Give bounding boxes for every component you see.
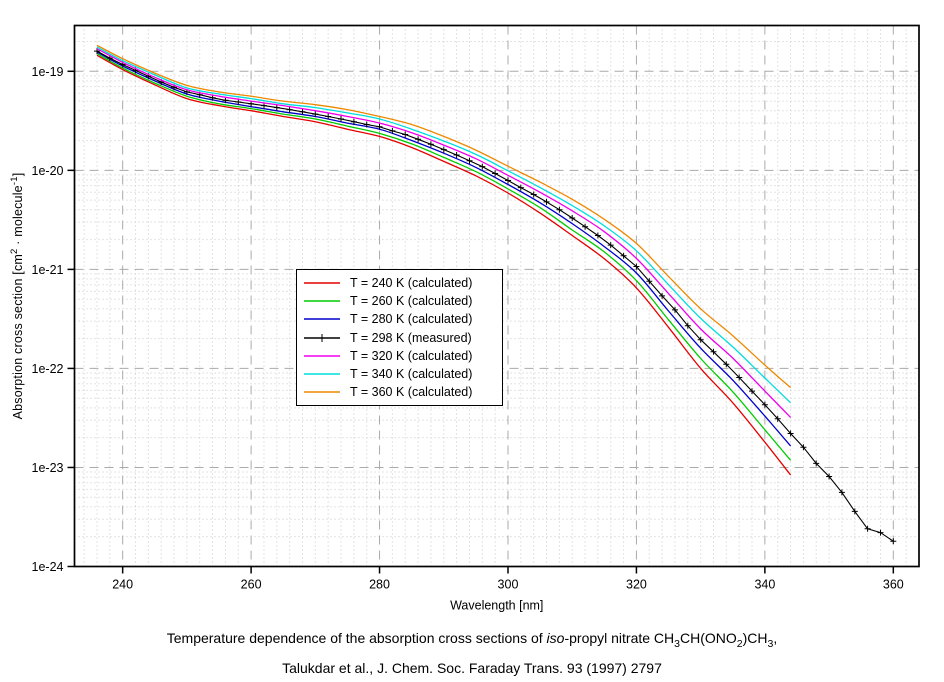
y-tick-label: 1e-22 bbox=[32, 362, 64, 376]
text-segment: )CH bbox=[742, 630, 768, 646]
text-segment: · molecule bbox=[11, 185, 25, 249]
legend-item-280K: T = 280 K (calculated) bbox=[303, 310, 502, 328]
series-lines bbox=[94, 44, 897, 545]
y-tick-label: 1e-20 bbox=[32, 164, 64, 178]
axis-tick-labels: 240 260 280 300 320 340 360 1e-19 1e-20 1e-21 1e-2… bbox=[32, 65, 904, 613]
legend-item-360K: T = 360 K (calculated) bbox=[303, 383, 502, 401]
text-segment: 2 bbox=[736, 638, 743, 650]
series-320K-line bbox=[96, 48, 792, 418]
y-axis-title: Absorption cross section [cm2 · molecule… bbox=[9, 173, 25, 420]
legend-item-320K: T = 320 K (calculated) bbox=[303, 347, 502, 365]
x-tick-label: 320 bbox=[626, 578, 647, 592]
legend-item-298K: T = 298 K (measured) bbox=[303, 329, 502, 347]
caption-line-1: Temperature dependence of the absorption… bbox=[0, 626, 944, 656]
minor-gridlines bbox=[74, 25, 919, 567]
text-segment: iso bbox=[546, 630, 565, 646]
plot-border bbox=[73, 24, 920, 568]
text-segment: Temperature dependence of the absorption… bbox=[166, 630, 547, 646]
legend-line-sample bbox=[304, 300, 340, 302]
legend-line-sample bbox=[304, 355, 340, 357]
text-segment: ] bbox=[11, 172, 25, 177]
figure-caption: Temperature dependence of the absorption… bbox=[0, 626, 944, 680]
text-segment: 3 bbox=[674, 638, 680, 650]
legend-line-sample bbox=[304, 391, 340, 393]
axes bbox=[67, 24, 920, 574]
y-tick-label: 1e-21 bbox=[32, 263, 64, 277]
y-tick-label: 1e-24 bbox=[32, 560, 64, 574]
series-298K-markers bbox=[94, 48, 897, 545]
x-tick-label: 280 bbox=[369, 578, 390, 592]
x-tick-label: 340 bbox=[754, 578, 775, 592]
legend-item-240K: T = 240 K (calculated) bbox=[303, 274, 502, 292]
x-tick-label: 360 bbox=[883, 578, 904, 592]
series-240K-line bbox=[96, 54, 792, 476]
legend-label: T = 240 K (calculated) bbox=[350, 276, 473, 291]
series-360K-line bbox=[96, 44, 792, 389]
x-tick-label: 300 bbox=[498, 578, 519, 592]
legend-item-340K: T = 340 K (calculated) bbox=[303, 365, 502, 383]
x-tick-label: 260 bbox=[241, 578, 262, 592]
text-segment: 2 bbox=[9, 248, 20, 254]
y-tick-label: 1e-19 bbox=[32, 65, 64, 79]
caption-line-2: Talukdar et al., J. Chem. Soc. Faraday T… bbox=[282, 660, 662, 676]
legend-line-sample bbox=[304, 282, 340, 284]
text-segment: -1 bbox=[9, 176, 20, 186]
text-segment: , bbox=[773, 630, 778, 646]
legend-label: T = 298 K (measured) bbox=[350, 330, 472, 345]
legend-line-sample bbox=[304, 373, 340, 375]
series-340K-line bbox=[96, 46, 792, 404]
series-280K-line bbox=[96, 51, 792, 447]
y-tick-label: 1e-23 bbox=[32, 461, 64, 475]
text-segment: -propyl nitrate CH bbox=[564, 630, 675, 646]
text-segment: Absorption cross section [cm bbox=[11, 253, 25, 420]
text-segment: CH(ONO bbox=[680, 630, 737, 646]
legend-item-260K: T = 260 K (calculated) bbox=[303, 292, 502, 310]
series-260K-line bbox=[96, 53, 792, 461]
chart-legend: T = 240 K (calculated) T = 260 K (calcula… bbox=[296, 269, 503, 407]
legend-label: T = 340 K (calculated) bbox=[350, 367, 473, 382]
legend-label: T = 280 K (calculated) bbox=[350, 312, 473, 327]
legend-label: T = 260 K (calculated) bbox=[350, 294, 473, 309]
legend-label: T = 360 K (calculated) bbox=[350, 385, 473, 400]
legend-line-sample bbox=[304, 333, 340, 342]
x-axis-title: Wavelength [nm] bbox=[450, 599, 543, 613]
text-segment: 3 bbox=[767, 638, 774, 650]
legend-line-sample bbox=[304, 318, 340, 321]
legend-label: T = 320 K (calculated) bbox=[350, 348, 473, 363]
x-tick-label: 240 bbox=[112, 578, 133, 592]
absorption-cross-section-chart: 240 260 280 300 320 340 360 1e-19 1e-20 1e-21 1e-2… bbox=[32, 24, 920, 613]
